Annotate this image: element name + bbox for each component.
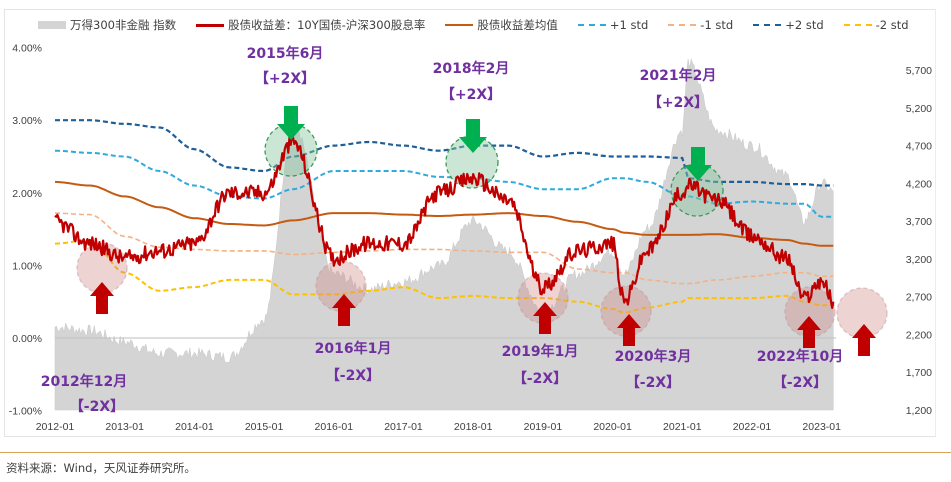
- down-arrow-icon: [277, 106, 305, 140]
- annotation-date-label: 2016年1月: [315, 340, 392, 357]
- x-tick: 2015-01: [245, 421, 284, 433]
- buy-signal-circle: [76, 242, 128, 294]
- annotation-signal-tag: 【+2X】: [441, 87, 501, 103]
- minus2-std-line: [54, 238, 834, 314]
- spread-line: [54, 134, 835, 309]
- down-arrow-icon: [684, 147, 712, 181]
- annotation-date-label: 2021年2月: [640, 67, 717, 84]
- y-right-tick: 1,200: [906, 405, 932, 417]
- plus1-std-line: [55, 149, 834, 218]
- line-swatch-icon: [196, 23, 225, 27]
- y-axis-right: 5,700 5,200 4,700 4,200 3,700 3,200 2,700 2,200…: [906, 65, 932, 417]
- y-left-tick: 1.00%: [12, 260, 42, 272]
- legend-label: 万得300非金融 指数: [70, 18, 177, 32]
- annotation-signal-tag: 【-2X】: [626, 375, 680, 391]
- y-right-tick: 3,700: [906, 216, 932, 228]
- x-tick: 2013-01: [105, 421, 144, 433]
- annotation-date-label: 2020年3月: [615, 348, 692, 365]
- x-tick: 2021-01: [663, 421, 702, 433]
- x-tick: 2014-01: [175, 421, 214, 433]
- y-left-tick: 0.00%: [12, 333, 42, 345]
- buy-signal-circle: [836, 287, 888, 339]
- up-arrow-icon: [617, 314, 641, 346]
- plus2-std-line: [55, 119, 834, 187]
- dash-swatch-icon: [577, 24, 606, 26]
- x-tick: 2020-01: [593, 421, 632, 433]
- x-axis: 2012-01 2013-01 2014-01 2015-01 2016-01 2017-…: [36, 421, 841, 433]
- chart-plot: 4.00% 3.00% 2.00% 1.00% 0.00% -1.00% 5,700 5,2…: [9, 43, 932, 433]
- y-left-tick: -1.00%: [9, 406, 42, 418]
- y-left-tick: 2.00%: [12, 188, 42, 200]
- up-arrow-icon: [533, 302, 557, 334]
- legend-item-minus1: -1 std: [668, 18, 733, 32]
- source-note: 资料来源：Wind，天风证券研究所。: [6, 461, 196, 475]
- x-tick: 2022-01: [733, 421, 772, 433]
- source-divider: [0, 452, 951, 453]
- mean-line: [54, 180, 834, 247]
- spread-series: [54, 134, 835, 309]
- legend-item-plus2: +2 std: [753, 18, 824, 32]
- y-left-tick: 4.00%: [12, 43, 42, 55]
- buy-signal-circle: [600, 285, 652, 337]
- y-right-tick: 4,700: [906, 141, 932, 153]
- line-swatch-icon: [445, 24, 474, 26]
- annotation-date-label: 2019年1月: [502, 343, 579, 360]
- annotation-date-label: 2022年10月: [757, 348, 843, 365]
- area-swatch-icon: [38, 21, 66, 29]
- y-right-tick: 1,700: [906, 367, 932, 379]
- up-arrow-icon: [852, 324, 876, 356]
- legend-item-mean: 股债收益差均值: [445, 17, 558, 33]
- legend-item-plus1: +1 std: [577, 18, 649, 32]
- y-left-tick: 3.00%: [12, 115, 42, 127]
- x-tick: 2019-01: [524, 421, 563, 433]
- annotation-signal-tag: 【-2X】: [70, 399, 124, 415]
- legend-label: +1 std: [609, 18, 649, 32]
- x-tick: 2018-01: [454, 421, 493, 433]
- annotation-signal-tag: 【+2X】: [255, 71, 315, 87]
- annotation-signal-tag: 【-2X】: [773, 375, 827, 391]
- legend-label: -2 std: [875, 18, 909, 32]
- legend-item-spread: 股债收益差：10Y国债-沪深300股息率: [196, 17, 425, 33]
- dash-swatch-icon: [843, 24, 872, 26]
- x-tick: 2012-01: [36, 421, 75, 433]
- chart-legend: 万得300非金融 指数 股债收益差：10Y国债-沪深300股息率 股债收益差均值…: [38, 15, 929, 35]
- y-right-tick: 3,200: [906, 254, 932, 266]
- annotation-date-label: 2018年2月: [433, 60, 510, 77]
- y-right-tick: 2,200: [906, 329, 932, 341]
- y-right-tick: 2,700: [906, 292, 932, 304]
- dash-swatch-icon: [668, 24, 697, 26]
- legend-label: 股债收益差均值: [477, 18, 558, 32]
- legend-label: -1 std: [700, 18, 734, 32]
- x-tick: 2016-01: [315, 421, 354, 433]
- up-arrow-icon: [90, 282, 114, 314]
- legend-item-minus2: -2 std: [843, 18, 909, 32]
- up-arrow-icon: [797, 316, 821, 348]
- y-axis-left: 4.00% 3.00% 2.00% 1.00% 0.00% -1.00%: [9, 43, 42, 418]
- x-tick: 2017-01: [384, 421, 423, 433]
- annotation-signal-tag: 【-2X】: [513, 371, 567, 387]
- annotation-date-label: 2015年6月: [247, 45, 324, 62]
- buy-signal-circle: [315, 260, 367, 312]
- signal-arrows: [90, 106, 876, 356]
- chart-frame: [4, 9, 936, 437]
- x-tick: 2023-01: [802, 421, 841, 433]
- y-right-tick: 5,200: [906, 103, 932, 115]
- index-area: [54, 58, 834, 411]
- annotation-signal-tag: 【+2X】: [648, 95, 708, 111]
- annotation-date-label: 2012年12月: [41, 373, 127, 390]
- legend-label: +2 std: [785, 18, 824, 32]
- annotation-labels: 2012年12月【-2X】2015年6月【+2X】2016年1月【-2X】201…: [41, 45, 843, 415]
- annotation-signal-tag: 【-2X】: [326, 368, 380, 384]
- buy-signal-circle: [517, 272, 569, 324]
- down-arrow-icon: [459, 119, 487, 153]
- dash-swatch-icon: [753, 24, 782, 26]
- up-arrow-icon: [332, 294, 356, 326]
- y-right-tick: 5,700: [906, 65, 932, 77]
- legend-item-index: 万得300非金融 指数: [38, 17, 176, 33]
- buy-signal-circle: [784, 286, 836, 338]
- index-area-series: [54, 58, 834, 411]
- y-right-tick: 4,200: [906, 178, 932, 190]
- legend-label: 股债收益差：10Y国债-沪深300股息率: [228, 18, 426, 32]
